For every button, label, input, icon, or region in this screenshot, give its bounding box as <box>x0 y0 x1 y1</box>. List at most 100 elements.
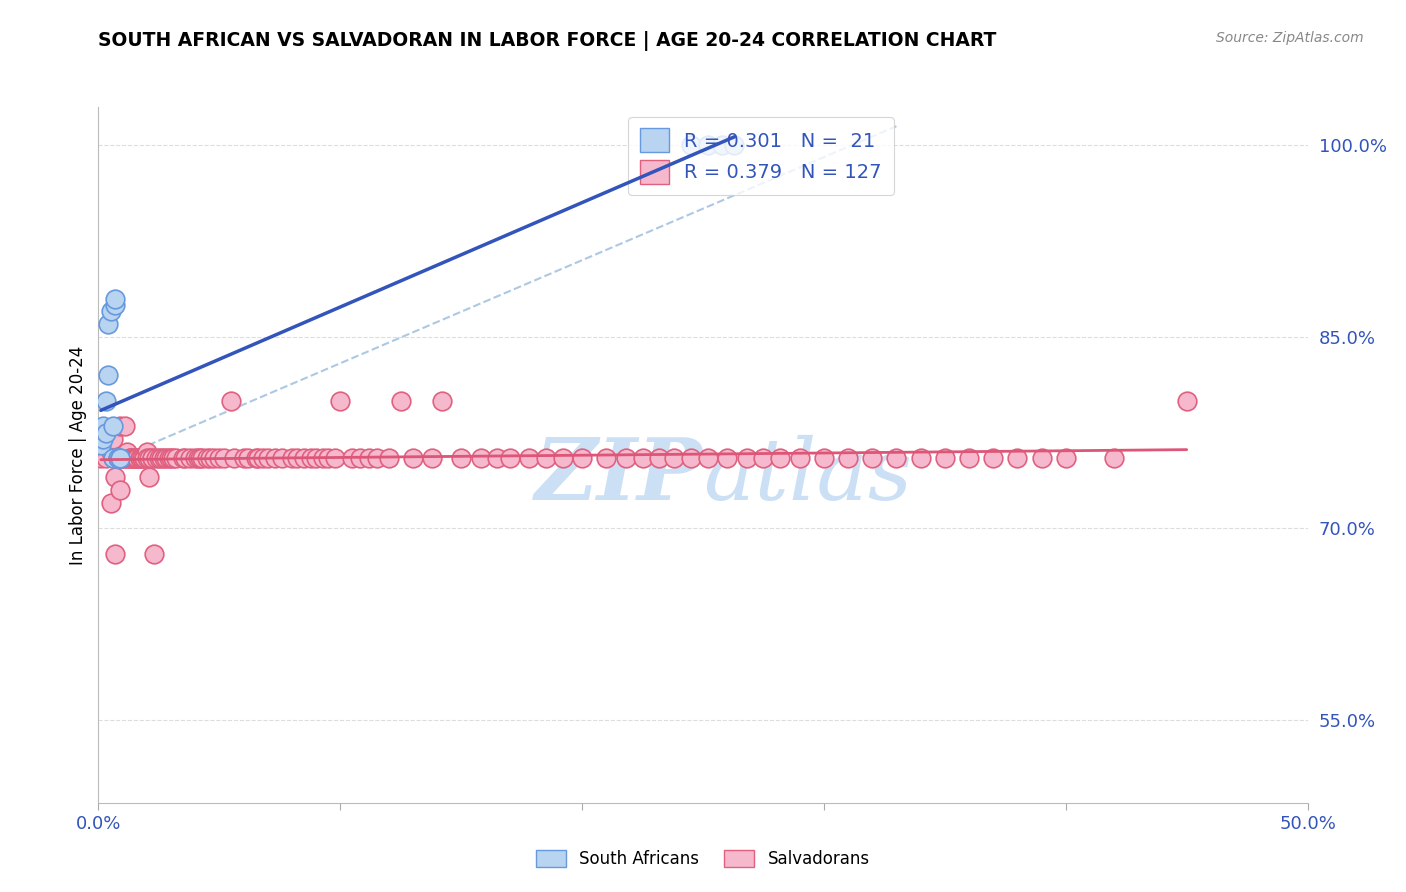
Point <box>108 451 131 466</box>
Point <box>614 451 637 466</box>
Point <box>195 451 218 466</box>
Point <box>221 393 243 408</box>
Point <box>1175 393 1198 408</box>
Point <box>1054 451 1077 466</box>
Point <box>118 451 141 466</box>
Point <box>162 451 184 466</box>
Point <box>111 451 134 466</box>
Point <box>111 451 134 466</box>
Point <box>148 451 170 466</box>
Point <box>860 451 883 466</box>
Point <box>127 451 149 466</box>
Point <box>128 451 150 466</box>
Point <box>94 425 117 440</box>
Point <box>152 451 174 466</box>
Point <box>679 138 702 153</box>
Point <box>101 451 124 466</box>
Point <box>121 451 143 466</box>
Point <box>191 451 214 466</box>
Point <box>735 451 758 466</box>
Point <box>91 438 114 452</box>
Point <box>281 451 304 466</box>
Point <box>450 451 472 466</box>
Point <box>517 451 540 466</box>
Point <box>711 138 734 153</box>
Point <box>108 451 131 466</box>
Point <box>155 451 177 466</box>
Point <box>238 451 260 466</box>
Point <box>188 451 211 466</box>
Point <box>837 451 859 466</box>
Point <box>107 451 129 466</box>
Point <box>150 451 173 466</box>
Point <box>752 451 775 466</box>
Point <box>127 451 149 466</box>
Point <box>957 451 980 466</box>
Point <box>247 451 270 466</box>
Point <box>271 451 294 466</box>
Point <box>325 451 347 466</box>
Point <box>160 451 183 466</box>
Point <box>312 451 335 466</box>
Point <box>256 451 278 466</box>
Point <box>232 451 254 466</box>
Point <box>101 419 124 434</box>
Point <box>157 451 180 466</box>
Text: atlas: atlas <box>703 434 912 517</box>
Point <box>104 298 127 312</box>
Point <box>366 451 388 466</box>
Point <box>174 451 197 466</box>
Point <box>208 451 231 466</box>
Point <box>107 451 129 466</box>
Point <box>187 451 209 466</box>
Point <box>551 451 574 466</box>
Point <box>316 451 339 466</box>
Point <box>94 451 117 466</box>
Point <box>716 451 738 466</box>
Legend: South Africans, Salvadorans: South Africans, Salvadorans <box>530 843 876 875</box>
Point <box>172 451 194 466</box>
Point <box>107 451 129 466</box>
Point <box>104 470 127 484</box>
Point <box>910 451 932 466</box>
Point <box>934 451 956 466</box>
Point <box>430 393 453 408</box>
Point <box>100 304 122 318</box>
Point <box>118 451 141 466</box>
Point <box>101 432 124 446</box>
Point <box>134 451 156 466</box>
Point <box>100 496 122 510</box>
Point <box>662 451 685 466</box>
Point <box>124 451 146 466</box>
Point <box>97 317 120 331</box>
Point <box>145 451 167 466</box>
Point <box>342 451 364 466</box>
Point <box>470 451 492 466</box>
Point <box>90 438 112 452</box>
Point <box>679 451 702 466</box>
Point <box>402 451 425 466</box>
Point <box>91 432 114 446</box>
Point <box>571 451 593 466</box>
Point <box>420 451 443 466</box>
Point <box>723 138 745 153</box>
Point <box>648 451 671 466</box>
Point <box>389 393 412 408</box>
Point <box>117 451 139 466</box>
Point <box>100 444 122 458</box>
Point <box>769 451 792 466</box>
Point <box>94 393 117 408</box>
Point <box>631 451 654 466</box>
Point <box>245 451 267 466</box>
Point <box>124 451 146 466</box>
Point <box>104 292 127 306</box>
Point <box>1031 451 1053 466</box>
Point <box>486 451 509 466</box>
Point <box>97 368 120 383</box>
Point <box>90 425 112 440</box>
Point <box>285 451 308 466</box>
Point <box>117 444 139 458</box>
Point <box>377 451 399 466</box>
Point <box>292 451 315 466</box>
Y-axis label: In Labor Force | Age 20-24: In Labor Force | Age 20-24 <box>69 345 87 565</box>
